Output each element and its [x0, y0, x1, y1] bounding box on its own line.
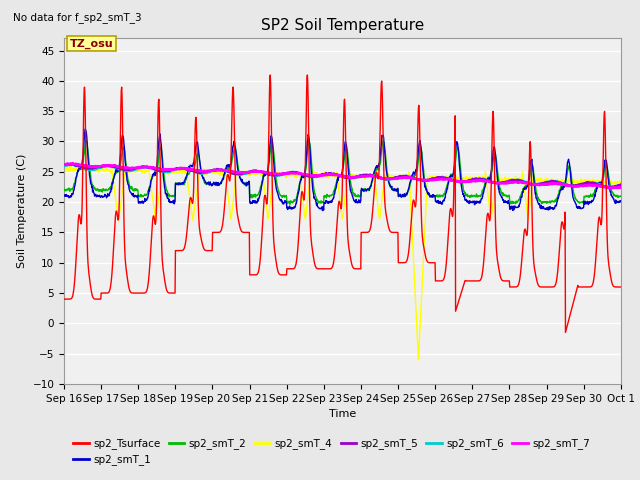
Legend: sp2_Tsurface, sp2_smT_1, sp2_smT_2, sp2_smT_4, sp2_smT_5, sp2_smT_6, sp2_smT_7: sp2_Tsurface, sp2_smT_1, sp2_smT_2, sp2_… [69, 434, 594, 469]
Y-axis label: Soil Temperature (C): Soil Temperature (C) [17, 154, 27, 268]
Text: TZ_osu: TZ_osu [70, 38, 113, 48]
Title: SP2 Soil Temperature: SP2 Soil Temperature [260, 18, 424, 33]
X-axis label: Time: Time [329, 409, 356, 419]
Text: No data for f_sp2_smT_3: No data for f_sp2_smT_3 [13, 12, 141, 23]
